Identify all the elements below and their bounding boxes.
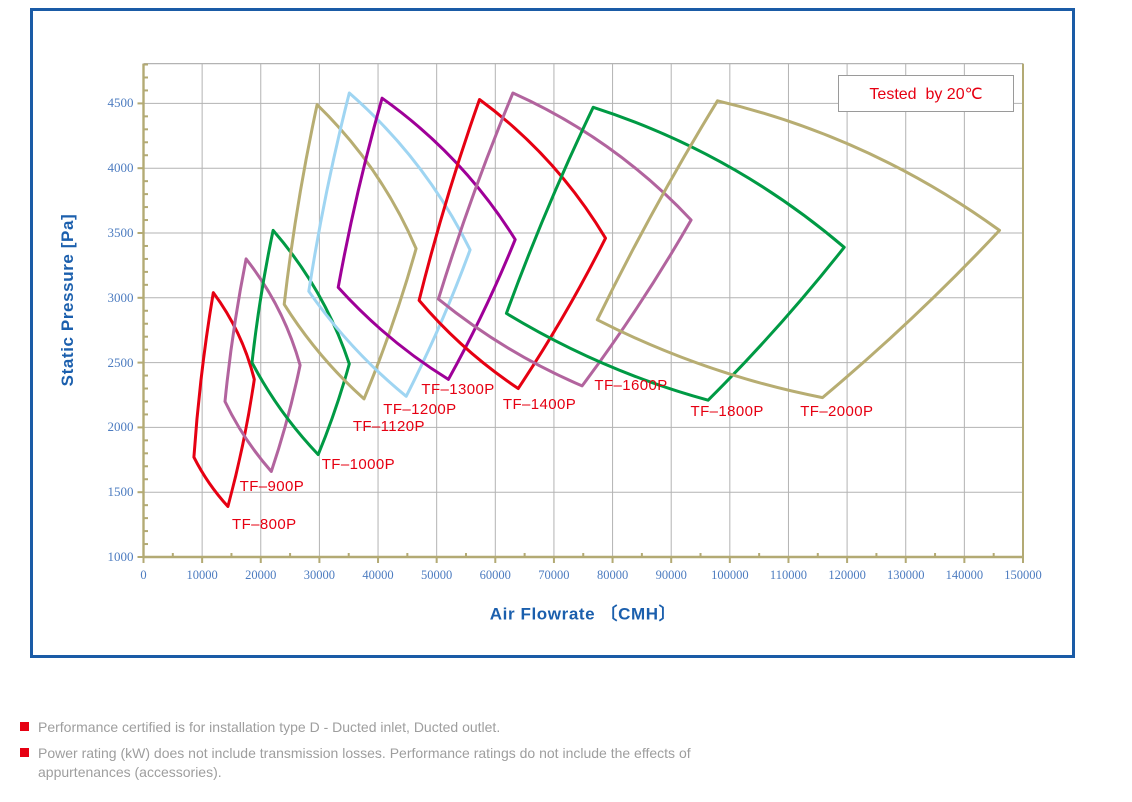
y-tick-label: 1000 [107,549,134,564]
x-tick-label: 140000 [945,568,984,582]
envelope-TF–1600P [436,91,693,388]
y-tick-label: 3000 [107,289,134,305]
footnote-text: appurtenances (accessories). [38,764,222,780]
footnote-item: Power rating (kW) does not include trans… [20,744,720,782]
x-tick-label: 90000 [655,568,687,582]
x-tick-label: 20000 [245,568,277,582]
series-label-TF–1300P: TF–1300P [421,380,495,398]
envelope-TF–1400P [417,98,607,390]
x-tick-label: 60000 [479,568,511,582]
y-tick-label: 4000 [107,160,134,176]
x-tick-label: 70000 [538,568,570,582]
x-tick-label: 110000 [769,568,807,582]
envelope-TF–800P [192,291,256,508]
x-tick-label: 130000 [886,568,925,582]
series-label-TF–1000P: TF–1000P [321,455,395,473]
series-label-TF–1120P: TF–1120P [352,418,425,436]
x-tick-label: 0 [140,568,147,582]
footnotes: Performance certified is for installatio… [20,718,720,789]
legend-box: Tested by 20℃ [838,75,1014,112]
series-label-TF–1600P: TF–1600P [594,376,668,394]
envelope-TF–1000P [250,228,351,457]
envelope-TF–1120P [282,103,418,401]
envelope-TF–900P [223,257,302,473]
envelope-TF–1800P [504,105,846,402]
y-tick-label: 1500 [107,484,134,500]
series-label-TF–1200P: TF–1200P [383,401,457,419]
envelope-TF–1300P [336,96,517,381]
footnote-text: Power rating (kW) does not include trans… [38,745,691,761]
series-label-TF–1800P: TF–1800P [690,402,764,420]
x-tick-label: 10000 [186,568,218,582]
y-tick-label: 3500 [107,225,134,240]
x-tick-label: 120000 [828,568,866,582]
bullet-square-icon [20,748,29,757]
x-tick-label: 80000 [596,568,629,582]
plot-area [137,63,1024,563]
bullet-square-icon [20,722,29,731]
performance-chart: Static Pressure [Pa] Air Flowrate 〔CMH〕 … [30,8,1075,658]
y-tick-label: 2500 [107,354,134,370]
envelope-TF–2000P [595,99,1001,400]
y-tick-label: 4500 [107,95,134,111]
x-tick-label: 150000 [1004,568,1042,582]
y-axis-title: Static Pressure [Pa] [58,213,77,387]
series-label-TF–1400P: TF–1400P [502,396,577,414]
legend-text: Tested by 20℃ [869,85,983,103]
x-axis-title: Air Flowrate 〔CMH〕 [489,604,677,624]
x-tick-label: 100000 [711,568,749,582]
footnote-item: Performance certified is for installatio… [20,718,720,737]
x-tick-label: 30000 [303,568,336,582]
x-tick-label: 50000 [421,568,453,582]
envelope-TF–1200P [307,91,472,398]
x-tick-label: 40000 [362,568,394,582]
y-tick-label: 2000 [107,419,134,435]
series-label-TF–2000P: TF–2000P [800,402,874,420]
footnote-text: Performance certified is for installatio… [38,719,501,735]
series-label-TF–900P: TF–900P [239,477,305,495]
series-label-TF–800P: TF–800P [232,515,297,533]
